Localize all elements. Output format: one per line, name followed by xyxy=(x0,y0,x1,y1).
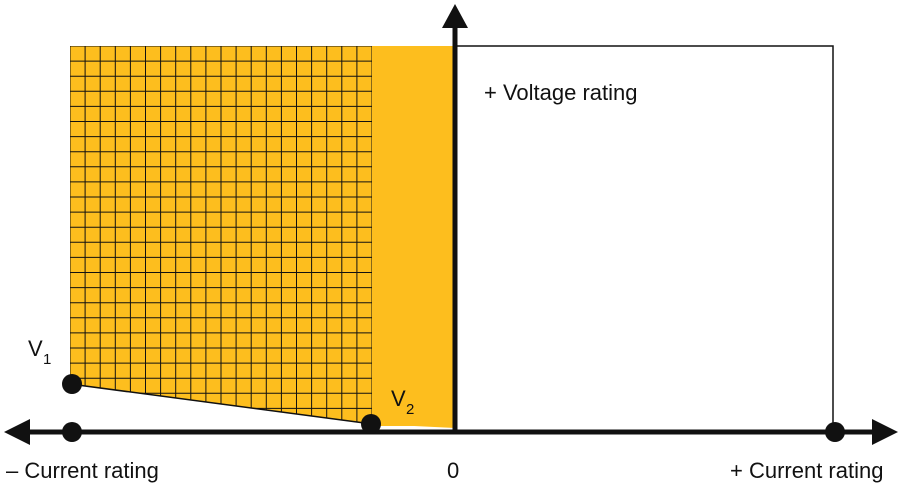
neg-current-point xyxy=(62,422,82,442)
yellow-band xyxy=(372,46,455,426)
v1-subscript: 1 xyxy=(43,351,51,368)
left-arrow-icon xyxy=(4,419,30,445)
grid-lines xyxy=(70,46,372,424)
v1-label: V xyxy=(28,336,43,361)
v1-v2-boundary-line xyxy=(69,383,373,425)
v2-subscript: 2 xyxy=(406,401,414,418)
yellow-wedge xyxy=(372,424,455,428)
up-arrow-icon xyxy=(442,4,468,28)
right-arrow-icon xyxy=(872,419,898,445)
v1-point xyxy=(62,374,82,394)
voltage-rating-label: + Voltage rating xyxy=(484,80,638,105)
pos-current-rating-label: + Current rating xyxy=(730,458,883,483)
neg-current-rating-label: – Current rating xyxy=(6,458,159,483)
v2-point xyxy=(361,414,381,434)
pos-current-point xyxy=(825,422,845,442)
origin-label: 0 xyxy=(447,458,459,483)
v2-label: V xyxy=(391,386,406,411)
